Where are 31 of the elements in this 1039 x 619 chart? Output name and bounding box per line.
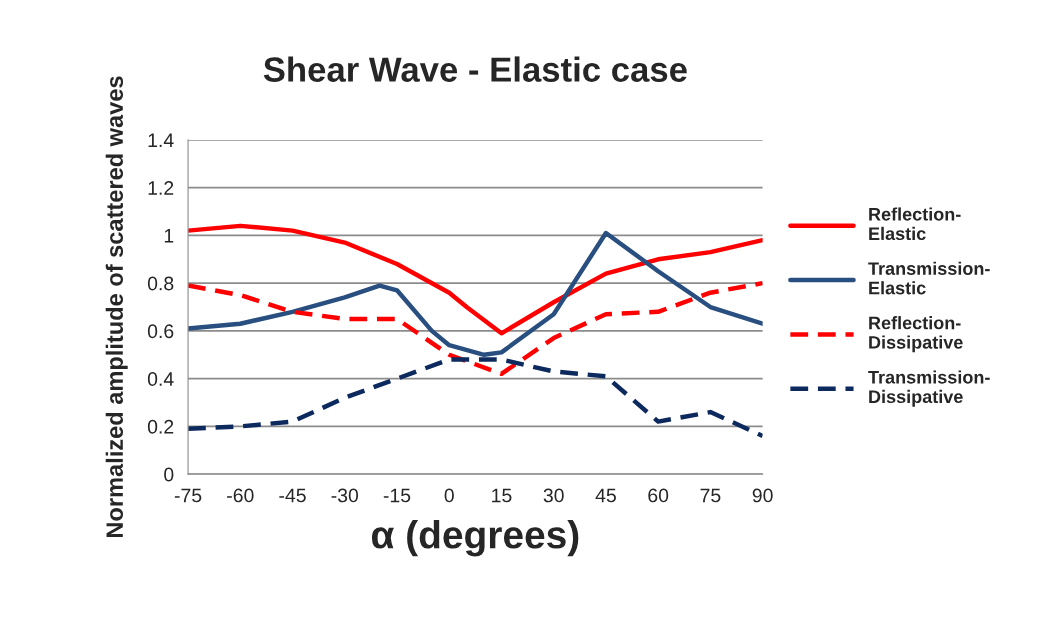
y-tick-label: 0 <box>164 467 174 482</box>
y-tick-label: 0.2 <box>147 419 174 434</box>
y-tick-label: 1.2 <box>148 181 174 195</box>
line-series <box>188 223 763 336</box>
legend-label: Reflection-Dissipative <box>869 316 963 353</box>
x-tick-label: -75 <box>174 488 202 503</box>
x-tick-label: -60 <box>227 488 254 503</box>
legend-label: Transmission-Dissipative <box>868 370 990 407</box>
y-tick-label: 0.6 <box>147 324 174 339</box>
x-tick-label: 0 <box>444 488 454 503</box>
x-tick-label: 75 <box>700 488 721 503</box>
y-tick-label: 1.4 <box>148 133 174 147</box>
y-tick-label: 1 <box>164 229 174 243</box>
y-axis-title: Normalized amplitude of scattered waves <box>105 76 128 538</box>
legend-label: Transmission-Elastic <box>868 261 990 295</box>
x-tick-label: -15 <box>383 488 411 503</box>
y-tick-label: 0.8 <box>147 276 174 291</box>
y-tick-label: 0.4 <box>147 372 174 386</box>
x-tick-label: 30 <box>543 488 564 503</box>
x-tick-label: -45 <box>279 488 306 503</box>
x-tick-label: 45 <box>595 488 616 503</box>
line-series <box>188 357 763 439</box>
line-series <box>188 230 763 357</box>
x-tick-label: 90 <box>752 488 773 503</box>
x-tick-label: -30 <box>331 488 359 503</box>
legend-label: Reflection-Elastic <box>869 207 961 241</box>
x-tick-label: 60 <box>648 488 669 503</box>
x-axis-title: α (degrees) <box>371 520 579 557</box>
line-series <box>188 280 763 377</box>
x-tick-label: 15 <box>492 488 512 503</box>
chart-title: Shear Wave - Elastic case <box>263 56 687 82</box>
